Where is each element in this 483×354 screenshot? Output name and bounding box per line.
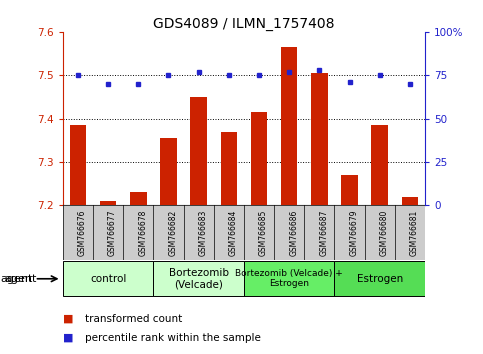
- Bar: [341, 175, 358, 205]
- Title: GDS4089 / ILMN_1757408: GDS4089 / ILMN_1757408: [153, 17, 335, 31]
- Bar: [311, 73, 327, 205]
- Text: transformed count: transformed count: [85, 314, 182, 324]
- Bar: [281, 47, 298, 205]
- Bar: [371, 125, 388, 205]
- Text: GSM766680: GSM766680: [380, 210, 389, 256]
- Bar: [190, 97, 207, 205]
- Text: GSM766679: GSM766679: [350, 210, 358, 256]
- Bar: [402, 197, 418, 205]
- Bar: [160, 138, 177, 205]
- Text: ■: ■: [63, 314, 73, 324]
- Bar: [154, 261, 244, 296]
- Text: agent: agent: [0, 274, 32, 284]
- Text: ■: ■: [63, 333, 73, 343]
- Text: agent: agent: [5, 274, 37, 284]
- Text: GSM766686: GSM766686: [289, 210, 298, 256]
- Text: control: control: [90, 274, 126, 284]
- Bar: [63, 261, 154, 296]
- Text: percentile rank within the sample: percentile rank within the sample: [85, 333, 260, 343]
- Text: Estrogen: Estrogen: [356, 274, 403, 284]
- Bar: [221, 132, 237, 205]
- Text: Bortezomib
(Velcade): Bortezomib (Velcade): [169, 268, 228, 290]
- Bar: [70, 125, 86, 205]
- Text: GSM766687: GSM766687: [319, 210, 328, 256]
- Text: GSM766678: GSM766678: [138, 210, 147, 256]
- Text: Bortezomib (Velcade) +
Estrogen: Bortezomib (Velcade) + Estrogen: [235, 269, 343, 289]
- Bar: [251, 112, 267, 205]
- Text: GSM766677: GSM766677: [108, 210, 117, 256]
- Bar: [100, 201, 116, 205]
- Bar: [244, 261, 334, 296]
- Text: GSM766683: GSM766683: [199, 210, 208, 256]
- Text: GSM766685: GSM766685: [259, 210, 268, 256]
- Text: GSM766682: GSM766682: [169, 210, 177, 256]
- Text: GSM766681: GSM766681: [410, 210, 419, 256]
- Bar: [130, 192, 146, 205]
- Bar: [334, 261, 425, 296]
- Text: GSM766676: GSM766676: [78, 210, 87, 256]
- Text: GSM766684: GSM766684: [229, 210, 238, 256]
